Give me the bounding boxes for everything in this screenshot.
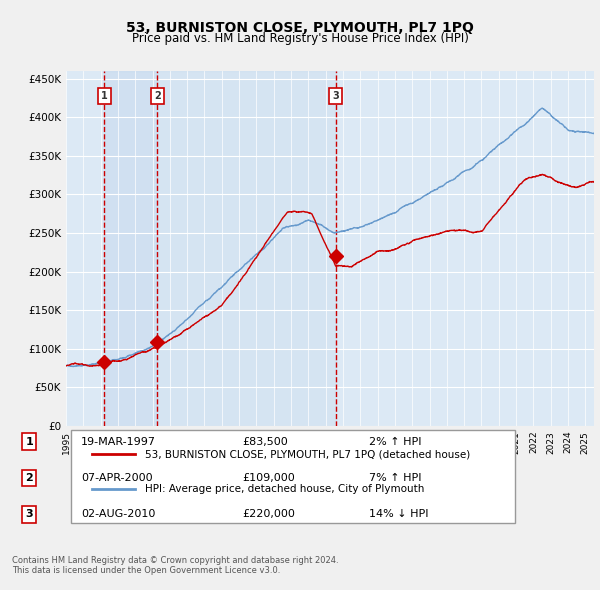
FancyBboxPatch shape [71, 430, 515, 523]
Text: 1: 1 [25, 437, 33, 447]
Text: £109,000: £109,000 [242, 473, 295, 483]
Text: 53, BURNISTON CLOSE, PLYMOUTH, PL7 1PQ (detached house): 53, BURNISTON CLOSE, PLYMOUTH, PL7 1PQ (… [145, 450, 470, 460]
Text: £83,500: £83,500 [242, 437, 288, 447]
Text: Price paid vs. HM Land Registry's House Price Index (HPI): Price paid vs. HM Land Registry's House … [131, 32, 469, 45]
Text: HPI: Average price, detached house, City of Plymouth: HPI: Average price, detached house, City… [145, 484, 425, 494]
Text: 3: 3 [332, 91, 339, 101]
Bar [157, 71, 336, 426]
Text: £220,000: £220,000 [242, 509, 295, 519]
Bar [104, 71, 157, 426]
Text: 1: 1 [101, 91, 107, 101]
Text: 2: 2 [25, 473, 33, 483]
Text: 2% ↑ HPI: 2% ↑ HPI [369, 437, 422, 447]
Text: 53, BURNISTON CLOSE, PLYMOUTH, PL7 1PQ: 53, BURNISTON CLOSE, PLYMOUTH, PL7 1PQ [126, 21, 474, 35]
Text: 3: 3 [25, 509, 33, 519]
Text: 02-AUG-2010: 02-AUG-2010 [81, 509, 155, 519]
Text: 2: 2 [154, 91, 161, 101]
Text: 19-MAR-1997: 19-MAR-1997 [81, 437, 156, 447]
Text: 14% ↓ HPI: 14% ↓ HPI [369, 509, 428, 519]
Text: Contains HM Land Registry data © Crown copyright and database right 2024.
This d: Contains HM Land Registry data © Crown c… [12, 556, 338, 575]
Text: 07-APR-2000: 07-APR-2000 [81, 473, 153, 483]
Text: 7% ↑ HPI: 7% ↑ HPI [369, 473, 422, 483]
